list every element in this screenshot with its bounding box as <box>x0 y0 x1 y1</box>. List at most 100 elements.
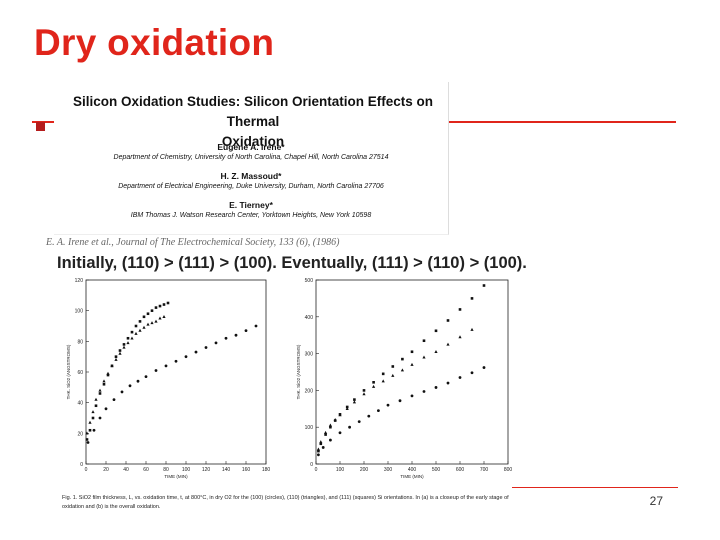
data-point-circle <box>386 403 390 407</box>
y-tick-label: 120 <box>75 278 84 284</box>
data-point-circle <box>86 441 90 444</box>
data-point-square <box>134 324 138 328</box>
x-axis-label: TIME (MIN) <box>400 474 424 479</box>
citation: E. A. Irene et al., Journal of The Elect… <box>46 237 340 248</box>
footer-rule <box>512 487 678 488</box>
data-point-circle <box>204 346 208 349</box>
data-point-square <box>91 416 95 420</box>
data-point-square <box>345 405 349 409</box>
x-tick-label: 200 <box>360 467 369 473</box>
data-point-circle <box>470 371 474 375</box>
author-name: Eugene A. Irene* <box>217 142 285 152</box>
chart-a: 0 20 40 60 80 100 120 140 160 180 0 20 40 60 80 100 120 T… <box>66 278 271 479</box>
data-point-square <box>162 303 166 306</box>
data-point-circle <box>224 336 228 340</box>
data-point-square <box>88 428 92 432</box>
data-point-triangle <box>345 407 349 410</box>
data-point-square <box>130 330 134 334</box>
x-tick-label: 0 <box>85 467 88 473</box>
data-point-square <box>422 339 426 343</box>
x-tick-label: 20 <box>103 467 109 473</box>
data-point-triangle <box>434 349 438 353</box>
data-point-circle <box>244 329 248 332</box>
data-point-triangle <box>324 430 328 434</box>
data-point-square <box>391 365 395 368</box>
x-tick-label: 120 <box>202 467 211 473</box>
data-point-circle <box>234 333 238 337</box>
data-point-circle <box>367 414 371 418</box>
x-tick-label: 160 <box>242 467 251 473</box>
data-point-square <box>146 312 150 316</box>
author-affiliation: Department of Chemistry, University of N… <box>113 154 389 161</box>
data-point-triangle <box>126 341 130 345</box>
data-point-square <box>142 315 146 319</box>
data-point-square <box>324 433 327 436</box>
paper-title: Silicon Oxidation Studies: Silicon Orien… <box>60 92 446 152</box>
data-point-square <box>85 438 89 441</box>
data-point-square <box>154 306 158 309</box>
data-point-circle <box>410 394 414 398</box>
page-number: 27 <box>649 494 663 508</box>
data-point-triangle <box>422 355 426 359</box>
x-tick-label: 40 <box>123 467 129 473</box>
y-tick-label: 20 <box>77 431 83 437</box>
data-point-circle <box>422 390 426 393</box>
x-tick-label: 800 <box>504 467 513 473</box>
y-tick-label: 100 <box>75 309 84 315</box>
data-point-circle <box>144 375 148 378</box>
y-axis-label: THK. SiO2 (ANGSTROMS) <box>296 344 301 399</box>
data-point-triangle <box>470 327 474 331</box>
x-tick-label: 60 <box>143 467 149 473</box>
x-tick-label: 140 <box>222 467 231 473</box>
figure: 0 20 40 60 80 100 120 140 160 180 0 20 40 60 80 100 120 T… <box>54 276 514 516</box>
data-point-square <box>150 309 154 312</box>
data-point-triangle <box>410 362 414 366</box>
data-point-square <box>319 442 323 446</box>
data-point-triangle <box>150 321 154 325</box>
author-name: E. Tierney* <box>229 200 273 210</box>
paper-title-line-1: Silicon Oxidation Studies: Silicon Orien… <box>72 94 434 129</box>
y-tick-label: 60 <box>77 370 83 376</box>
data-point-triangle <box>372 384 376 388</box>
x-tick-label: 180 <box>262 467 271 473</box>
data-point-square <box>166 301 170 305</box>
x-tick-label: 0 <box>315 467 318 473</box>
data-point-circle <box>104 407 108 411</box>
data-point-circle <box>446 381 450 385</box>
x-tick-label: 100 <box>336 467 345 473</box>
data-point-triangle <box>118 351 122 355</box>
paper-title-line-2: Oxidation <box>221 134 285 149</box>
data-point-triangle <box>94 397 98 401</box>
y-tick-label: 400 <box>305 315 314 321</box>
data-point-square <box>317 449 320 453</box>
data-point-triangle <box>328 423 332 427</box>
data-point-triangle <box>142 325 146 329</box>
data-point-triangle <box>114 357 118 361</box>
data-point-circle <box>348 425 351 429</box>
data-point-circle <box>154 369 158 372</box>
data-point-square <box>94 404 98 408</box>
x-tick-label: 100 <box>182 467 191 473</box>
data-point-circle <box>92 428 96 432</box>
data-point-circle <box>357 420 361 424</box>
data-point-triangle <box>110 364 114 368</box>
data-point-triangle <box>162 315 166 318</box>
data-point-circle <box>98 416 102 420</box>
data-point-triangle <box>362 392 366 396</box>
data-point-circle <box>194 350 198 354</box>
y-axis-label: THK. SiO2 (ANGSTROMS) <box>66 344 71 399</box>
author-affiliation: IBM Thomas J. Watson Research Center, Yo… <box>130 212 372 219</box>
y-tick-label: 0 <box>310 462 313 468</box>
x-tick-label: 500 <box>432 467 441 473</box>
author-name: H. Z. Massoud* <box>220 171 282 181</box>
data-point-circle <box>317 453 320 457</box>
x-tick-label: 80 <box>163 467 169 473</box>
data-point-circle <box>329 438 332 442</box>
data-point-triangle <box>102 379 106 383</box>
data-point-triangle <box>381 379 385 383</box>
data-point-circle <box>120 390 124 394</box>
plot-frame <box>85 279 267 465</box>
data-point-triangle <box>134 331 138 335</box>
y-tick-label: 80 <box>77 339 83 345</box>
data-point-triangle <box>85 431 89 435</box>
